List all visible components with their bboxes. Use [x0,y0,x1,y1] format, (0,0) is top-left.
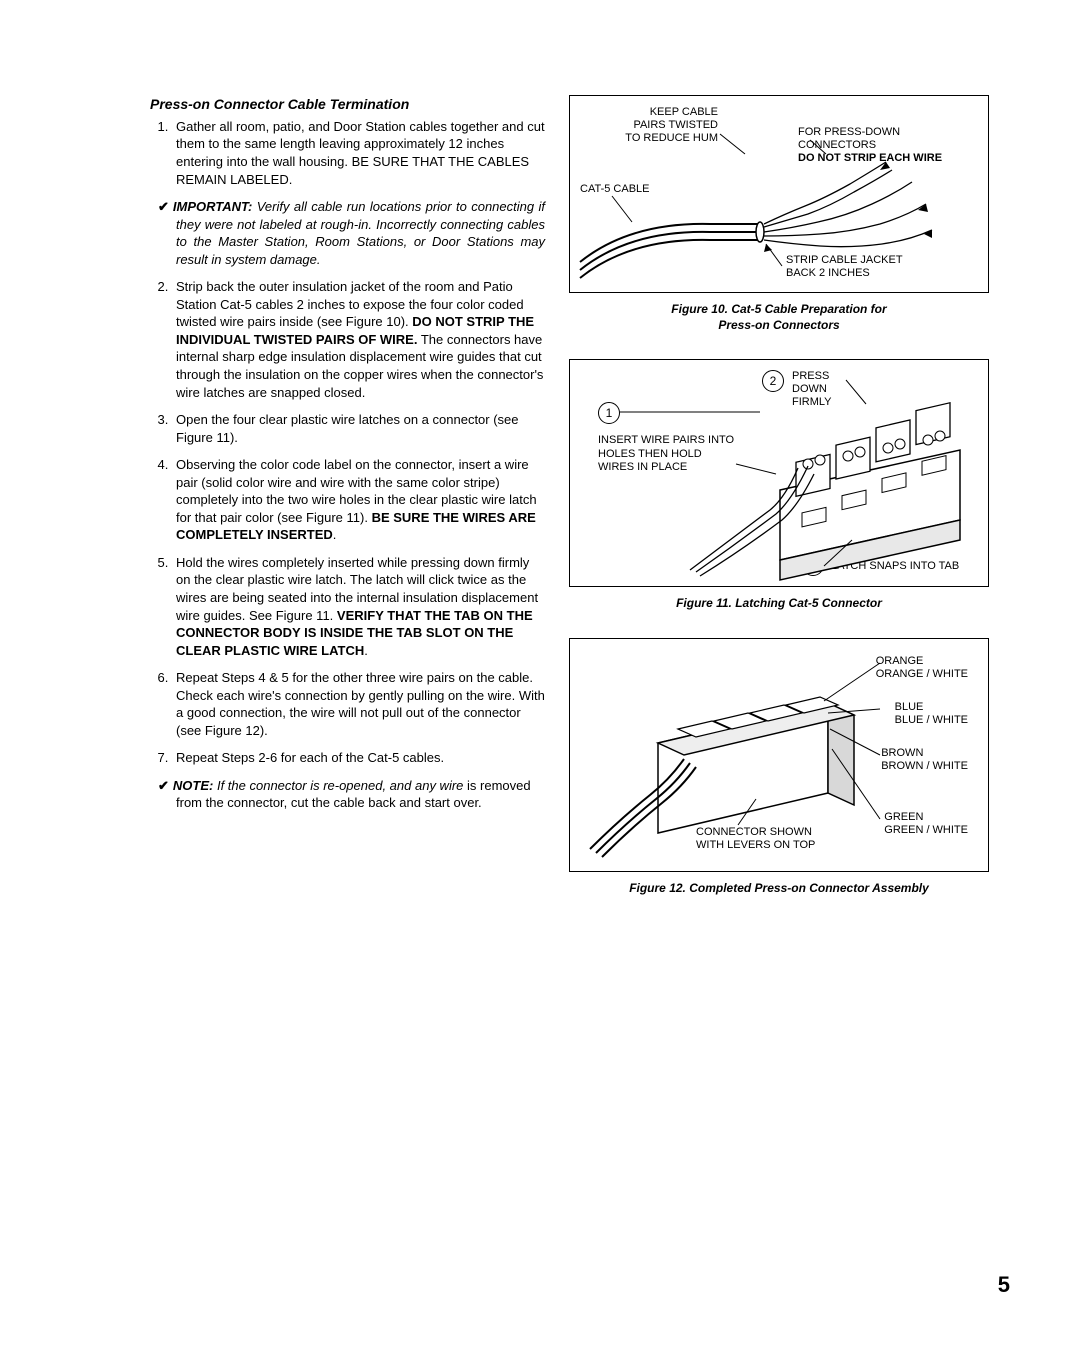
fig12-svg [570,639,990,871]
figure-10: KEEP CABLE PAIRS TWISTED TO REDUCE HUM F… [569,95,989,293]
page-number: 5 [998,1270,1010,1300]
fig10-caption: Figure 10. Cat-5 Cable Preparation for P… [569,301,989,333]
fig11-svg [570,360,990,586]
step-1: Gather all room, patio, and Door Station… [172,118,545,188]
fig10-caption-2: Press-on Connectors [718,318,839,332]
note: ✔NOTE: If the connector is re-opened, an… [172,777,545,812]
note-text-i: If the connector is re-opened, and any w… [213,778,463,793]
step-7: Repeat Steps 2-6 for each of the Cat-5 c… [172,749,545,767]
important-lead: IMPORTANT: [173,199,252,214]
right-column: KEEP CABLE PAIRS TWISTED TO REDUCE HUM F… [569,95,989,896]
section-title: Press-on Connector Cable Termination [150,95,545,114]
figure-11: 1 2 PRESS DOWN FIRMLY INSERT WIRE PAIRS … [569,359,989,587]
left-column: Press-on Connector Cable Termination Gat… [150,95,545,896]
fig10-caption-1: Figure 10. Cat-5 Cable Preparation for [671,302,886,316]
figure-12: ORANGE ORANGE / WHITE BLUE BLUE / WHITE … [569,638,989,872]
steps-list: Gather all room, patio, and Door Station… [150,118,545,812]
fig12-caption: Figure 12. Completed Press-on Connector … [569,880,989,896]
step-5: Hold the wires completely inserted while… [172,554,545,659]
step-4c: . [333,527,337,542]
step-3: Open the four clear plastic wire latches… [172,411,545,446]
fig10-svg [570,96,990,292]
step-4: Observing the color code label on the co… [172,456,545,544]
step-5c: . [364,643,368,658]
check-icon: ✔ [158,199,169,214]
step-2: Strip back the outer insulation jacket o… [172,278,545,401]
note-lead: NOTE: [173,778,213,793]
check-icon: ✔ [158,778,169,793]
important-note: ✔IMPORTANT: Verify all cable run locatio… [172,198,545,268]
fig11-caption: Figure 11. Latching Cat-5 Connector [569,595,989,611]
step-6: Repeat Steps 4 & 5 for the other three w… [172,669,545,739]
page: Press-on Connector Cable Termination Gat… [0,0,1080,936]
